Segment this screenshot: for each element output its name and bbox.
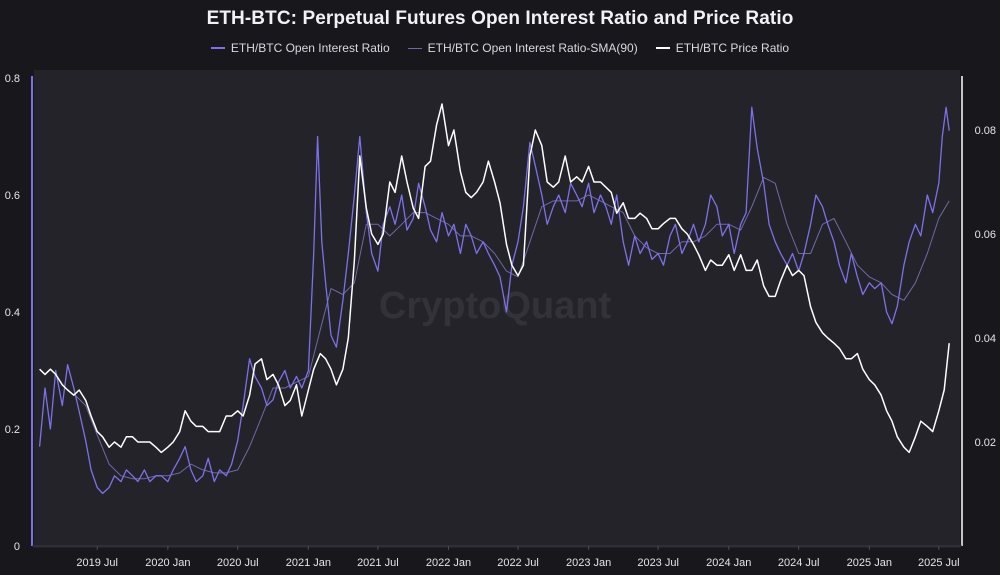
legend-label-oi-ratio: ETH/BTC Open Interest Ratio	[230, 41, 390, 55]
x-axis-ticks: 2019 Jul 2020 Jan 2020 Jul 2021 Jan 2021 Jul…	[76, 546, 960, 569]
legend-item-oi-sma[interactable]: ETH/BTC Open Interest Ratio-SMA(90)	[407, 41, 638, 55]
x-tick-label: 2025 Jan	[847, 557, 892, 569]
series-layer	[38, 103, 950, 495]
x-tick-label: 2023 Jul	[637, 557, 679, 569]
x-tick-label: 2022 Jul	[497, 557, 539, 569]
x-tick-label: 2019 Jul	[76, 557, 118, 569]
x-tick-label: 2020 Jul	[217, 557, 259, 569]
x-tick-label: 2021 Jul	[357, 557, 399, 569]
x-tick-label: 2022 Jan	[426, 557, 471, 569]
chart-legend: ETH/BTC Open Interest Ratio ETH/BTC Open…	[0, 41, 1000, 55]
legend-label-price-ratio: ETH/BTC Price Ratio	[675, 41, 790, 55]
x-tick-label: 2020 Jan	[145, 557, 190, 569]
right-tick-label: 0.04	[975, 333, 996, 345]
series-line-price-ratio	[39, 103, 950, 454]
plot-area	[34, 70, 960, 548]
left-tick-label: 0.2	[5, 424, 20, 436]
x-tick-label: 2024 Jan	[706, 557, 751, 569]
legend-label-oi-sma: ETH/BTC Open Interest Ratio-SMA(90)	[427, 41, 638, 55]
right-tick-label: 0.02	[975, 437, 996, 449]
legend-item-price-ratio[interactable]: ETH/BTC Price Ratio	[655, 41, 790, 55]
right-tick-label: 0.06	[975, 229, 996, 241]
x-tick-label: 2023 Jan	[566, 557, 611, 569]
legend-swatch-oi-ratio	[210, 47, 225, 49]
x-tick-label: 2021 Jan	[286, 557, 331, 569]
left-tick-label: 0.4	[5, 307, 20, 319]
left-axis-ticks: 0 0.2 0.4 0.6 0.8	[5, 73, 20, 553]
left-tick-label: 0	[14, 541, 20, 553]
left-tick-label: 0.8	[5, 73, 20, 85]
legend-item-oi-ratio[interactable]: ETH/BTC Open Interest Ratio	[210, 41, 390, 55]
right-axis-ticks: 0.02 0.04 0.06 0.08	[975, 125, 996, 449]
left-tick-label: 0.6	[5, 190, 20, 202]
x-tick-label: 2024 Jul	[778, 557, 820, 569]
right-tick-label: 0.08	[975, 125, 996, 137]
legend-swatch-oi-sma	[407, 47, 422, 49]
watermark: CryptoQuant	[379, 285, 612, 327]
x-tick-label: 2025 Jul	[918, 557, 960, 569]
series-line-oi-ratio	[38, 106, 950, 495]
chart-title: ETH-BTC: Perpetual Futures Open Interest…	[206, 8, 794, 29]
legend-swatch-price-ratio	[655, 47, 670, 49]
